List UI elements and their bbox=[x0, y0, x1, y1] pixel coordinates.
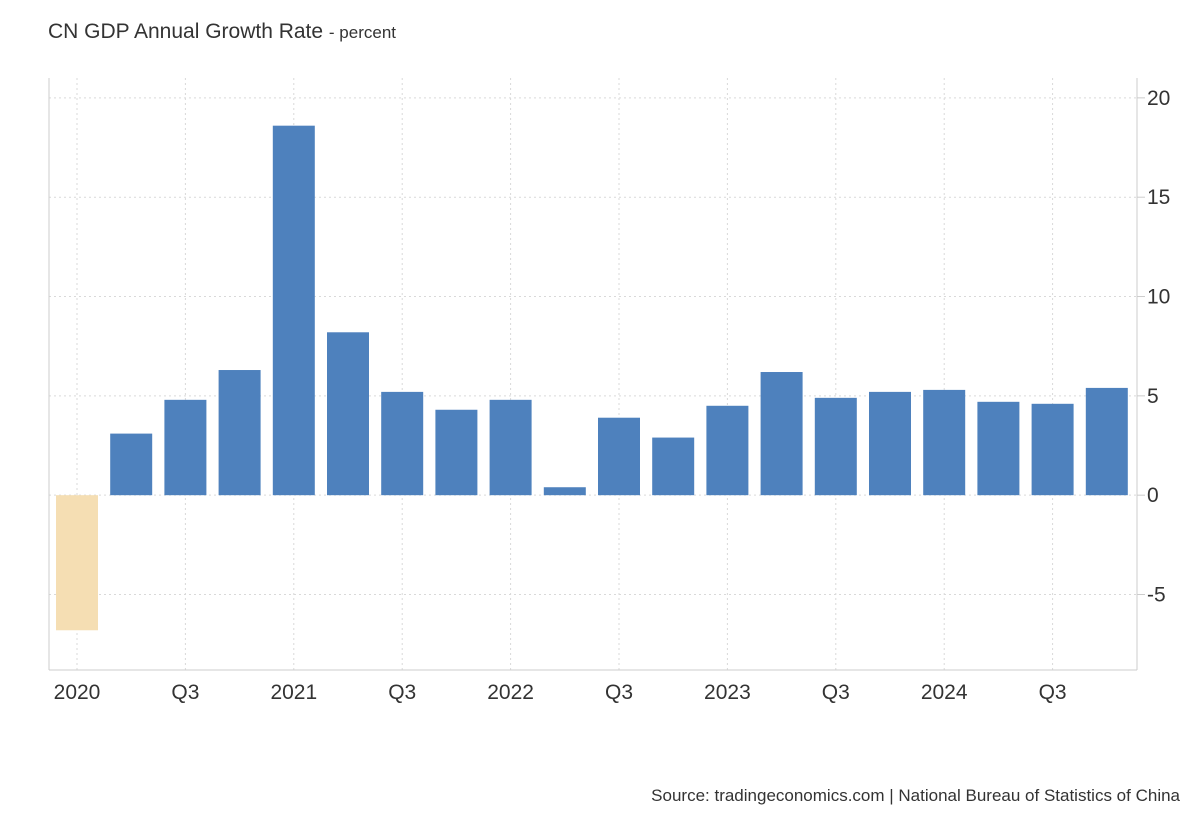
bar-2024-q3[interactable] bbox=[1031, 403, 1074, 496]
bar-2020-q1[interactable] bbox=[56, 495, 98, 631]
bar-2021-q1[interactable] bbox=[272, 125, 315, 496]
axis-layer bbox=[48, 78, 1145, 671]
x-tick-label: 2022 bbox=[487, 681, 534, 704]
chart-title: CN GDP Annual Growth Rate - percent bbox=[48, 20, 396, 44]
bar-2022-q3[interactable] bbox=[598, 417, 640, 496]
bar-2023-q3[interactable] bbox=[814, 397, 857, 496]
bar-2020-q2[interactable] bbox=[110, 433, 153, 496]
grid-layer bbox=[49, 78, 1137, 670]
bar-2024-q4[interactable] bbox=[1085, 387, 1128, 496]
y-tick-label: 15 bbox=[1147, 186, 1170, 209]
bar-2023-q2[interactable] bbox=[760, 372, 803, 496]
bar-2020-q4[interactable] bbox=[218, 370, 261, 496]
bar-2022-q4[interactable] bbox=[652, 437, 695, 496]
bar-2024-q2[interactable] bbox=[977, 401, 1020, 496]
x-tick-label: 2023 bbox=[704, 681, 751, 704]
x-tick-label: 2024 bbox=[921, 681, 968, 704]
bar-2022-q2[interactable] bbox=[543, 487, 586, 496]
y-tick-label: 10 bbox=[1147, 286, 1170, 309]
y-tick-label: 0 bbox=[1147, 484, 1159, 507]
source-note: Source: tradingeconomics.com | National … bbox=[651, 786, 1180, 805]
bar-2021-q3[interactable] bbox=[381, 391, 424, 496]
x-tick-label: Q3 bbox=[605, 681, 633, 704]
x-tick-label: Q3 bbox=[822, 681, 850, 704]
x-tick-label: Q3 bbox=[1039, 681, 1067, 704]
label-layer: 20 15 10 5 0 -5 2020 Q3 2021 Q3 2022 Q3 2023 Q3 2024 Q3 bbox=[54, 87, 1171, 704]
bar-2023-q1[interactable] bbox=[706, 405, 749, 496]
bar-2021-q2[interactable] bbox=[327, 332, 369, 496]
bar-2023-q4[interactable] bbox=[869, 391, 911, 496]
x-tick-label: Q3 bbox=[388, 681, 416, 704]
y-tick-label: 5 bbox=[1147, 385, 1159, 408]
bar-2021-q4[interactable] bbox=[435, 409, 478, 496]
bar-2020-q3[interactable] bbox=[164, 399, 207, 496]
bar-2022-q1[interactable] bbox=[489, 399, 532, 496]
bar-2024-q1[interactable] bbox=[923, 389, 966, 496]
x-tick-label: 2020 bbox=[54, 681, 101, 704]
x-tick-label: 2021 bbox=[270, 681, 317, 704]
x-tick-label: Q3 bbox=[171, 681, 199, 704]
y-tick-label: 20 bbox=[1147, 87, 1170, 110]
chart-unit: - percent bbox=[328, 23, 397, 42]
bar-layer bbox=[56, 125, 1128, 631]
y-tick-label: -5 bbox=[1147, 584, 1166, 607]
chart-title-text: CN GDP Annual Growth Rate bbox=[48, 20, 324, 43]
